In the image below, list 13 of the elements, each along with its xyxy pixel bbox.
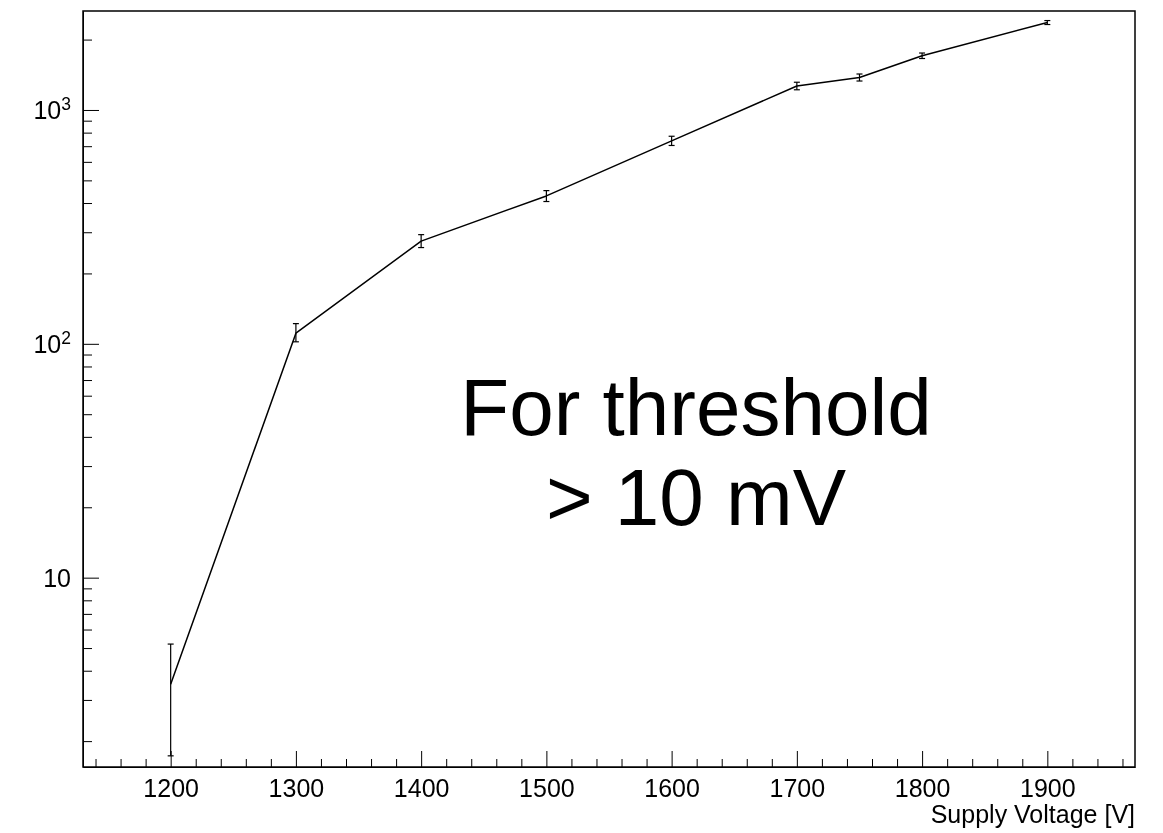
x-tick-label: 1900 [1020,773,1076,802]
x-tick-label: 1300 [268,773,325,802]
x-tick-label: 1800 [894,773,951,802]
y-tick-label: 10$^{3}$ [33,94,71,125]
x-tick-label: 1600 [644,773,700,802]
x-tick-label: 1700 [769,773,826,802]
x-axis-title: Supply Voltage [V] [930,800,1135,828]
x-tick-label: 1500 [519,773,575,802]
y-tick-label: 10 [43,563,71,592]
x-tick-label: 1200 [143,773,199,802]
annotation: For threshold > 10 mV [460,363,932,542]
y-tick-label: 10$^{2}$ [33,328,71,359]
x-tick-label: 1400 [393,773,450,802]
